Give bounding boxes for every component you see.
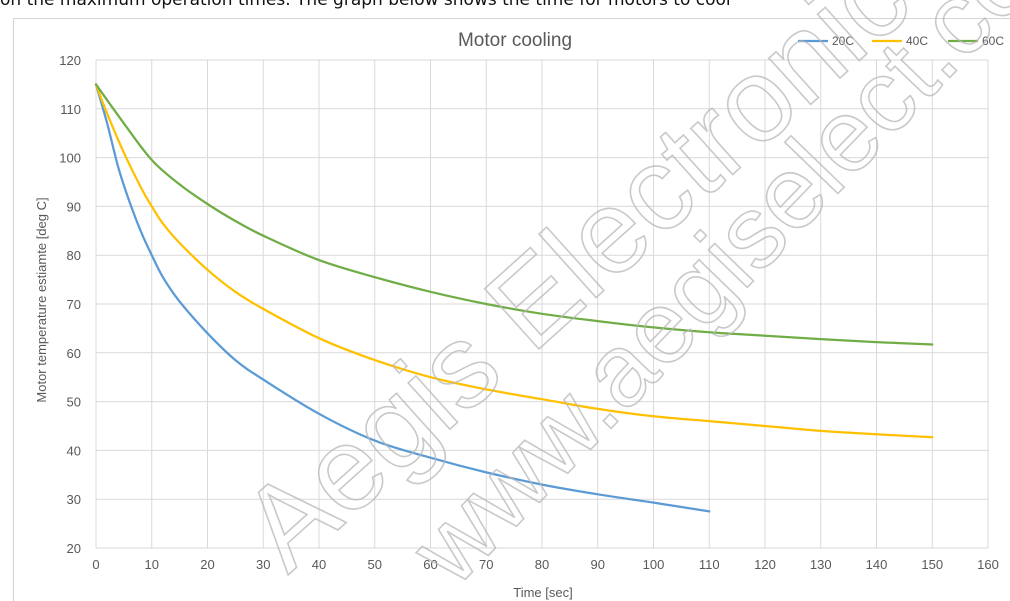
x-tick-label: 0: [92, 557, 99, 572]
y-tick-label: 100: [59, 151, 81, 166]
y-tick-label: 80: [67, 248, 81, 263]
x-tick-label: 70: [479, 557, 493, 572]
x-tick-label: 60: [423, 557, 437, 572]
x-tick-label: 100: [643, 557, 665, 572]
legend: 20C 40C 60C: [798, 34, 1004, 48]
x-tick-label: 30: [256, 557, 270, 572]
x-tick-label: 160: [977, 557, 999, 572]
x-tick-label: 80: [535, 557, 549, 572]
x-tick-label: 120: [754, 557, 776, 572]
series-line-40C: [94, 83, 934, 439]
series-line-60C: [94, 83, 934, 346]
y-tick-label: 60: [67, 346, 81, 361]
y-tick-label: 30: [67, 492, 81, 507]
y-tick-label: 70: [67, 297, 81, 312]
y-axis-title: Motor temperature estiamte [deg C]: [34, 197, 49, 402]
watermark: Aegis Electronic www.aegiselect.com: [216, 0, 1010, 601]
y-tick-label: 90: [67, 199, 81, 214]
chart-frame: [13, 18, 1010, 601]
legend-label-40C: 40C: [906, 34, 928, 48]
tick-labels: 0 10 20 30 40 50 60 70 80 90 100 110 120 130 140 150 160…: [59, 53, 999, 572]
x-tick-label: 20: [200, 557, 214, 572]
x-tick-label: 150: [921, 557, 943, 572]
series-line-20C: [94, 83, 711, 513]
header-text: on the maximum operation times. The grap…: [0, 0, 731, 10]
grid-lines: [95, 59, 989, 549]
series-lines: [94, 83, 934, 513]
x-tick-label: 10: [145, 557, 159, 572]
y-tick-label: 50: [67, 395, 81, 410]
y-tick-label: 20: [67, 541, 81, 556]
x-tick-label: 140: [866, 557, 888, 572]
legend-label-20C: 20C: [832, 34, 854, 48]
x-axis-title: Time [sec]: [513, 585, 572, 600]
x-tick-label: 40: [312, 557, 326, 572]
x-tick-label: 90: [591, 557, 605, 572]
x-tick-label: 130: [810, 557, 832, 572]
y-tick-label: 120: [59, 53, 81, 68]
y-tick-label: 40: [67, 443, 81, 458]
legend-label-60C: 60C: [982, 34, 1004, 48]
x-tick-label: 50: [368, 557, 382, 572]
y-tick-label: 110: [60, 102, 81, 117]
x-tick-label: 110: [699, 557, 720, 572]
chart-title: Motor cooling: [458, 30, 572, 51]
